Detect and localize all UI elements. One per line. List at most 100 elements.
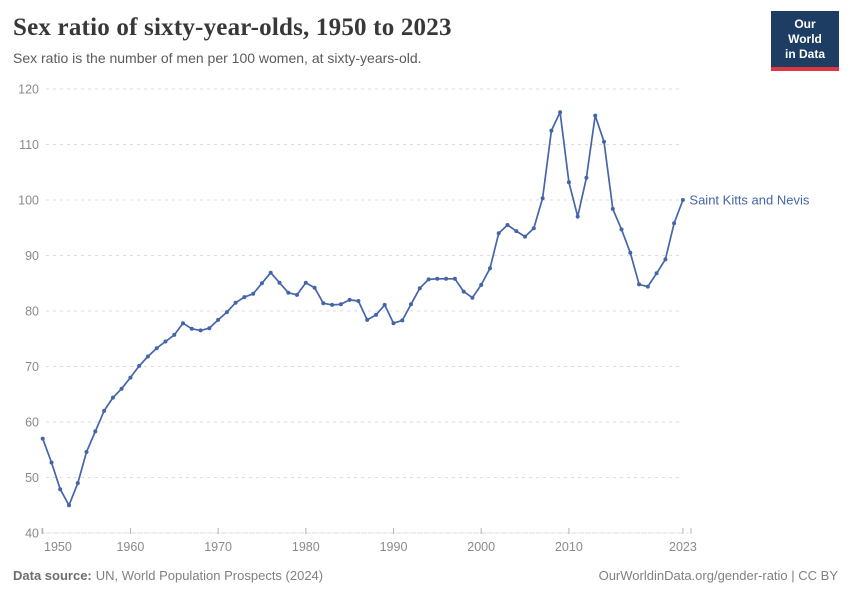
- data-point-marker: [84, 450, 89, 454]
- y-tick-label: 40: [25, 527, 39, 541]
- x-tick-label: 2023: [669, 540, 697, 554]
- x-tick-label: 1950: [44, 540, 72, 554]
- data-point-marker: [119, 386, 124, 391]
- data-point-marker: [365, 317, 370, 322]
- x-tick-label: 1990: [380, 540, 408, 554]
- data-point-marker: [338, 302, 343, 307]
- data-point-marker: [523, 234, 527, 239]
- data-point-marker: [137, 363, 142, 368]
- data-point-marker: [268, 270, 273, 275]
- data-point-marker: [382, 302, 387, 307]
- data-point-marker: [347, 297, 352, 302]
- data-point-marker: [286, 290, 291, 295]
- data-point-marker: [391, 321, 396, 326]
- data-point-marker: [479, 282, 484, 287]
- data-point-marker: [145, 354, 150, 359]
- data-point-marker: [452, 276, 457, 281]
- y-tick-label: 120: [18, 83, 39, 97]
- series-label[interactable]: Saint Kitts and Nevis: [689, 193, 809, 208]
- data-point-marker: [181, 321, 185, 326]
- data-point-marker: [540, 196, 545, 201]
- credit-link[interactable]: OurWorldinData.org/gender-ratio | CC BY: [598, 568, 838, 583]
- data-point-marker: [224, 310, 229, 315]
- x-tick-label: 1970: [204, 540, 232, 554]
- data-point-marker: [207, 326, 212, 331]
- owid-logo-line2: in Data: [784, 47, 825, 61]
- data-point-marker: [610, 206, 615, 211]
- data-point-marker: [488, 266, 492, 271]
- data-point-marker: [163, 339, 168, 344]
- data-point-marker: [549, 128, 554, 133]
- data-point-marker: [575, 214, 580, 219]
- series-line[interactable]: [41, 111, 684, 507]
- data-point-marker: [531, 226, 536, 231]
- data-point-marker: [409, 302, 413, 307]
- y-tick-label: 60: [25, 416, 39, 430]
- data-point-marker: [233, 300, 238, 305]
- y-tick-label: 80: [25, 305, 39, 319]
- data-point-marker: [374, 312, 378, 317]
- data-point-marker: [496, 231, 501, 236]
- data-point-marker: [356, 299, 361, 303]
- data-point-marker: [514, 229, 519, 234]
- data-point-marker: [505, 223, 510, 227]
- data-point-marker: [49, 460, 54, 465]
- data-point-marker: [330, 302, 335, 307]
- y-tick-label: 110: [19, 138, 39, 152]
- data-point-marker: [426, 277, 431, 282]
- data-point-marker: [295, 292, 299, 297]
- y-tick-label: 70: [25, 360, 39, 374]
- x-tick-label: 1980: [292, 540, 320, 554]
- data-point-marker: [312, 285, 317, 290]
- data-point-marker: [277, 280, 282, 285]
- data-point-marker: [637, 282, 642, 287]
- data-point-marker: [40, 436, 45, 441]
- data-point-marker: [584, 175, 589, 180]
- data-point-marker: [102, 408, 107, 413]
- data-point-marker: [444, 276, 449, 281]
- y-tick-label: 50: [25, 471, 39, 485]
- data-source-text: UN, World Population Prospects (2024): [95, 568, 324, 583]
- data-point-marker: [672, 221, 677, 226]
- chart-header: Sex ratio of sixty-year-olds, 1950 to 20…: [13, 14, 753, 66]
- data-point-marker: [680, 198, 685, 202]
- data-point-marker: [154, 346, 159, 351]
- data-point-marker: [128, 375, 133, 380]
- data-point-marker: [461, 289, 466, 294]
- data-point-marker: [628, 250, 633, 255]
- y-tick-label: 90: [25, 249, 39, 263]
- data-point-marker: [470, 295, 475, 300]
- chart-title: Sex ratio of sixty-year-olds, 1950 to 20…: [13, 14, 452, 41]
- chart-footer: Data source: UN, World Population Prospec…: [13, 568, 838, 583]
- data-source-label: Data source:: [13, 568, 92, 583]
- owid-logo[interactable]: Our World in Data: [771, 11, 839, 71]
- data-point-marker: [189, 326, 194, 331]
- x-tick-label: 2000: [467, 540, 495, 554]
- data-point-marker: [67, 503, 71, 508]
- y-tick-label: 100: [18, 194, 39, 208]
- data-point-marker: [216, 317, 221, 322]
- data-point-marker: [558, 110, 563, 115]
- data-point-marker: [242, 295, 247, 300]
- data-point-marker: [602, 139, 606, 144]
- data-point-marker: [654, 271, 659, 276]
- data-point-marker: [172, 332, 177, 337]
- chart-subtitle: Sex ratio is the number of men per 100 w…: [13, 49, 422, 66]
- data-point-marker: [259, 281, 264, 286]
- x-tick-label: 2010: [555, 540, 583, 554]
- data-point-marker: [93, 429, 98, 434]
- data-point-marker: [251, 291, 256, 296]
- data-point-marker: [400, 318, 405, 323]
- data-point-marker: [645, 284, 650, 289]
- data-point-marker: [321, 301, 326, 306]
- data-point-marker: [663, 257, 668, 262]
- owid-logo-line1: Our World: [788, 17, 822, 46]
- chart-canvas[interactable]: 40 50 60 70 80 90 100 110 120 1950 1960 1970 1980 199…: [0, 80, 850, 560]
- data-point-marker: [566, 180, 571, 185]
- data-point-marker: [417, 286, 422, 291]
- data-point-marker: [435, 276, 440, 281]
- data-point-marker: [110, 395, 115, 400]
- data-point-marker: [198, 328, 203, 333]
- x-tick-label: 1960: [116, 540, 144, 554]
